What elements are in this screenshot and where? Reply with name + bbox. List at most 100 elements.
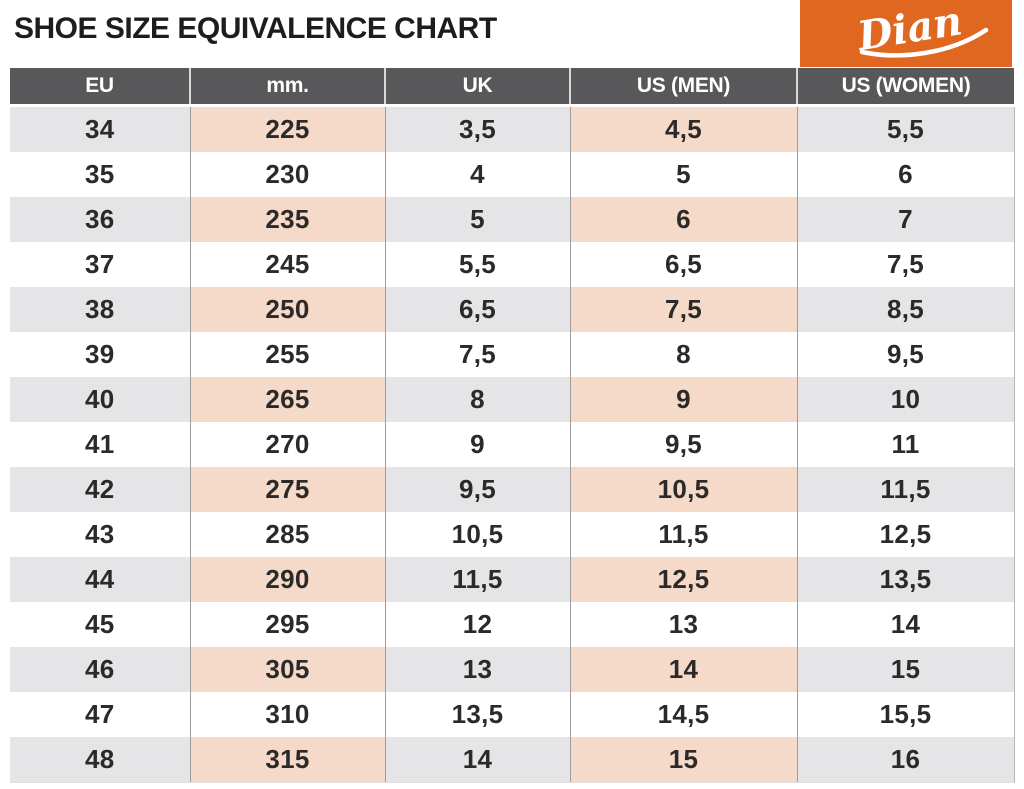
table-header: EU mm. UK US (MEN) US (WOMEN): [10, 68, 1014, 107]
column-header-us-women: US (WOMEN): [797, 68, 1014, 107]
cell-mm: 270: [189, 422, 385, 467]
table-row: 46 305 13 14 15: [10, 647, 1015, 692]
cell-mm: 305: [189, 647, 385, 692]
cell-us-women: 13,5: [796, 557, 1015, 602]
cell-us-women: 9,5: [796, 332, 1015, 377]
brand-logo-icon: Dian: [853, 0, 989, 60]
cell-us-men: 8: [569, 332, 797, 377]
cell-us-women: 6: [796, 152, 1015, 197]
cell-us-women: 5,5: [796, 105, 1015, 152]
table-header-row: EU mm. UK US (MEN) US (WOMEN): [10, 68, 1014, 107]
cell-mm: 315: [189, 737, 385, 783]
cell-us-men: 15: [569, 737, 797, 783]
table-row: 38 250 6,5 7,5 8,5: [10, 287, 1015, 332]
cell-us-men: 10,5: [569, 467, 797, 512]
cell-us-men: 4,5: [569, 105, 797, 152]
cell-eu: 44: [10, 557, 190, 602]
cell-eu: 43: [10, 512, 190, 557]
brand-logo-text: Dian: [853, 0, 965, 60]
cell-eu: 38: [10, 287, 190, 332]
table-body: 34 225 3,5 4,5 5,5 35 230 4 5 6 36 235 5…: [10, 105, 1015, 783]
cell-us-men: 13: [569, 602, 797, 647]
cell-uk: 10,5: [384, 512, 570, 557]
cell-mm: 275: [189, 467, 385, 512]
brand-logo: Dian: [800, 0, 1012, 67]
cell-eu: 34: [10, 105, 190, 152]
cell-mm: 230: [189, 152, 385, 197]
cell-us-men: 9: [569, 377, 797, 422]
cell-mm: 265: [189, 377, 385, 422]
cell-uk: 14: [384, 737, 570, 783]
cell-uk: 13: [384, 647, 570, 692]
cell-mm: 255: [189, 332, 385, 377]
cell-eu: 41: [10, 422, 190, 467]
cell-uk: 7,5: [384, 332, 570, 377]
table-row: 44 290 11,5 12,5 13,5: [10, 557, 1015, 602]
cell-us-men: 6,5: [569, 242, 797, 287]
cell-uk: 9,5: [384, 467, 570, 512]
cell-uk: 5: [384, 197, 570, 242]
column-header-eu: EU: [10, 68, 191, 107]
table-row: 41 270 9 9,5 11: [10, 422, 1015, 467]
cell-eu: 39: [10, 332, 190, 377]
logo-swash: [859, 27, 989, 58]
cell-eu: 36: [10, 197, 190, 242]
cell-eu: 40: [10, 377, 190, 422]
column-header-uk: UK: [385, 68, 571, 107]
table-row: 48 315 14 15 16: [10, 737, 1015, 783]
page-title: SHOE SIZE EQUIVALENCE CHART: [14, 12, 497, 45]
table-row: 34 225 3,5 4,5 5,5: [10, 105, 1015, 152]
cell-us-men: 6: [569, 197, 797, 242]
table-row: 43 285 10,5 11,5 12,5: [10, 512, 1015, 557]
cell-us-men: 5: [569, 152, 797, 197]
cell-mm: 285: [189, 512, 385, 557]
cell-us-men: 9,5: [569, 422, 797, 467]
table-row: 42 275 9,5 10,5 11,5: [10, 467, 1015, 512]
cell-uk: 3,5: [384, 105, 570, 152]
cell-uk: 13,5: [384, 692, 570, 737]
cell-eu: 45: [10, 602, 190, 647]
size-table: EU mm. UK US (MEN) US (WOMEN) 34 225 3,5…: [10, 68, 1015, 783]
table-row: 36 235 5 6 7: [10, 197, 1015, 242]
table-row: 45 295 12 13 14: [10, 602, 1015, 647]
cell-us-women: 7,5: [796, 242, 1015, 287]
cell-us-men: 12,5: [569, 557, 797, 602]
cell-us-men: 14,5: [569, 692, 797, 737]
cell-uk: 4: [384, 152, 570, 197]
table-row: 40 265 8 9 10: [10, 377, 1015, 422]
cell-us-men: 11,5: [569, 512, 797, 557]
cell-mm: 235: [189, 197, 385, 242]
cell-us-men: 14: [569, 647, 797, 692]
cell-us-women: 7: [796, 197, 1015, 242]
cell-us-women: 15: [796, 647, 1015, 692]
cell-mm: 310: [189, 692, 385, 737]
table-row: 39 255 7,5 8 9,5: [10, 332, 1015, 377]
cell-us-women: 8,5: [796, 287, 1015, 332]
cell-us-women: 10: [796, 377, 1015, 422]
cell-uk: 9: [384, 422, 570, 467]
cell-uk: 6,5: [384, 287, 570, 332]
cell-eu: 46: [10, 647, 190, 692]
cell-uk: 5,5: [384, 242, 570, 287]
cell-us-women: 12,5: [796, 512, 1015, 557]
cell-uk: 11,5: [384, 557, 570, 602]
table-row: 47 310 13,5 14,5 15,5: [10, 692, 1015, 737]
cell-us-women: 16: [796, 737, 1015, 783]
column-header-mm: mm.: [190, 68, 386, 107]
cell-us-women: 15,5: [796, 692, 1015, 737]
cell-us-women: 14: [796, 602, 1015, 647]
table-row: 37 245 5,5 6,5 7,5: [10, 242, 1015, 287]
column-header-us-men: US (MEN): [570, 68, 798, 107]
cell-us-women: 11: [796, 422, 1015, 467]
cell-eu: 47: [10, 692, 190, 737]
cell-uk: 12: [384, 602, 570, 647]
cell-eu: 37: [10, 242, 190, 287]
cell-uk: 8: [384, 377, 570, 422]
cell-mm: 295: [189, 602, 385, 647]
cell-us-men: 7,5: [569, 287, 797, 332]
table-row: 35 230 4 5 6: [10, 152, 1015, 197]
cell-eu: 48: [10, 737, 190, 783]
cell-eu: 35: [10, 152, 190, 197]
cell-us-women: 11,5: [796, 467, 1015, 512]
